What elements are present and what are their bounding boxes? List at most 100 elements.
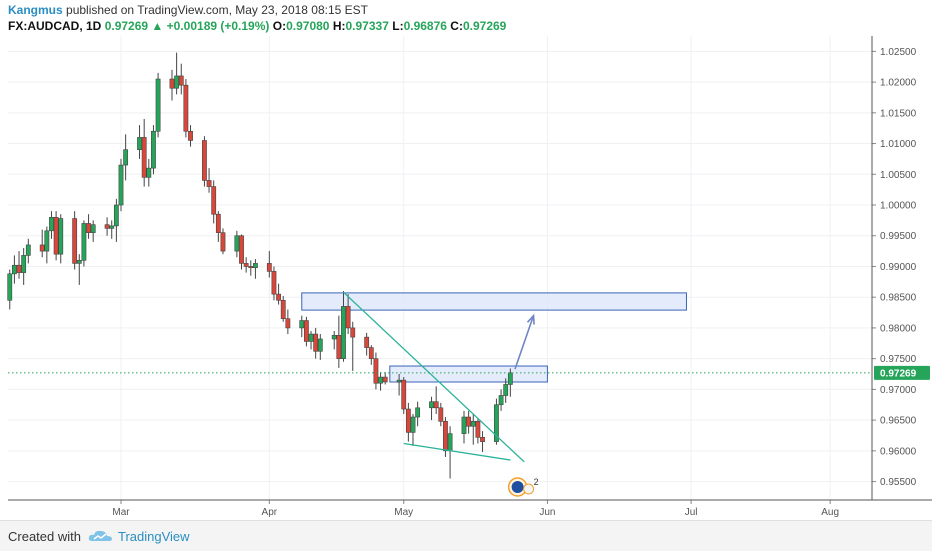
candle bbox=[498, 389, 504, 411]
high-label: H: bbox=[332, 19, 346, 33]
up-triangle-icon: ▲ bbox=[151, 19, 164, 33]
candle bbox=[16, 251, 22, 279]
candle-body bbox=[498, 395, 504, 406]
candle bbox=[39, 229, 45, 258]
candle bbox=[76, 254, 82, 285]
x-tick-label: Jun bbox=[539, 507, 555, 518]
candle bbox=[86, 214, 91, 239]
candle bbox=[336, 315, 342, 368]
candle bbox=[239, 234, 244, 270]
last-price-tag bbox=[874, 365, 930, 380]
candle-body bbox=[280, 299, 286, 320]
candle bbox=[433, 386, 439, 414]
x-tick-label: Apr bbox=[262, 507, 278, 518]
y-tick-label: 0.96000 bbox=[880, 446, 917, 457]
candle bbox=[146, 158, 152, 187]
published-text: published on TradingView.com, May 23, 20… bbox=[66, 3, 368, 17]
x-tick-label: Jul bbox=[685, 507, 698, 518]
candle-body bbox=[313, 333, 319, 352]
candle-body bbox=[239, 235, 244, 264]
candle-body bbox=[415, 407, 421, 418]
candle-body bbox=[336, 334, 342, 359]
y-tick-label: 1.01000 bbox=[880, 139, 917, 150]
candle bbox=[266, 251, 272, 278]
candle bbox=[276, 283, 281, 305]
candle-body bbox=[25, 244, 31, 256]
candle bbox=[137, 125, 142, 159]
candle bbox=[503, 378, 509, 403]
candle-body bbox=[211, 186, 217, 215]
y-tick-label: 0.95500 bbox=[880, 477, 917, 488]
candle-body bbox=[433, 401, 439, 409]
candle bbox=[174, 52, 180, 95]
low-value: 0.96876 bbox=[403, 19, 447, 33]
candle bbox=[211, 180, 217, 224]
candle bbox=[405, 402, 411, 442]
candle-body bbox=[266, 263, 272, 272]
candle bbox=[285, 309, 291, 335]
y-tick-label: 0.97000 bbox=[880, 385, 917, 396]
candle bbox=[49, 211, 54, 239]
candle bbox=[475, 418, 481, 444]
projection-arrow-line bbox=[514, 315, 535, 370]
candle bbox=[313, 327, 319, 359]
x-tick-label: Mar bbox=[112, 507, 130, 518]
candle-body bbox=[169, 78, 175, 89]
candle bbox=[280, 295, 286, 322]
candle-body bbox=[86, 223, 91, 233]
candle bbox=[299, 315, 305, 338]
candle bbox=[118, 158, 124, 212]
candle-body bbox=[299, 320, 305, 329]
y-tick-label: 1.01500 bbox=[880, 108, 917, 119]
candle-body bbox=[49, 216, 54, 232]
candle-body bbox=[368, 347, 374, 359]
candle bbox=[364, 332, 370, 356]
candle bbox=[317, 334, 323, 360]
candle bbox=[248, 260, 254, 276]
candle-body bbox=[271, 271, 277, 295]
candle bbox=[113, 198, 119, 242]
candle-body bbox=[155, 78, 161, 132]
candle-body bbox=[276, 293, 281, 301]
candle-body bbox=[81, 223, 87, 261]
candle bbox=[429, 396, 434, 421]
candle bbox=[480, 431, 485, 453]
candle-body bbox=[248, 266, 254, 268]
candle bbox=[447, 426, 453, 479]
candle bbox=[341, 291, 346, 362]
tradingview-link[interactable]: TradingView bbox=[118, 529, 190, 544]
candle bbox=[373, 352, 379, 390]
candle-body bbox=[405, 408, 411, 433]
candle bbox=[220, 228, 226, 255]
candle-body bbox=[401, 379, 407, 410]
candle bbox=[202, 136, 207, 187]
candle-body bbox=[146, 167, 152, 178]
open-value: 0.97080 bbox=[286, 19, 330, 33]
candle-body bbox=[378, 376, 383, 384]
candle bbox=[438, 402, 444, 427]
candle-body bbox=[76, 260, 82, 264]
tradingview-cloud-icon[interactable] bbox=[88, 528, 114, 544]
author-link[interactable]: Kangmus bbox=[8, 3, 63, 17]
candle-body bbox=[494, 404, 499, 442]
candle-body bbox=[503, 384, 509, 396]
candle bbox=[243, 257, 249, 273]
candle bbox=[178, 63, 184, 95]
ohlc-legend: FX:AUDCAD, 1D 0.97269 ▲ +0.00189 (+0.19%… bbox=[8, 19, 506, 33]
candle-body bbox=[178, 75, 184, 86]
candle bbox=[507, 368, 513, 397]
candle-body bbox=[350, 327, 356, 338]
candle bbox=[141, 118, 147, 187]
price-chart[interactable]: 2 0.955000.960000.965000.970000.975000.9… bbox=[0, 0, 932, 520]
candle-body bbox=[151, 130, 156, 169]
candle bbox=[253, 259, 258, 279]
event-circle-secondary bbox=[523, 483, 535, 495]
candle bbox=[415, 401, 421, 427]
candle bbox=[109, 220, 115, 239]
candle bbox=[350, 321, 356, 371]
candle bbox=[58, 214, 64, 264]
candle bbox=[396, 374, 402, 396]
y-tick-label: 0.99000 bbox=[880, 262, 917, 273]
candle-body bbox=[123, 149, 129, 166]
candle-body bbox=[341, 306, 346, 359]
